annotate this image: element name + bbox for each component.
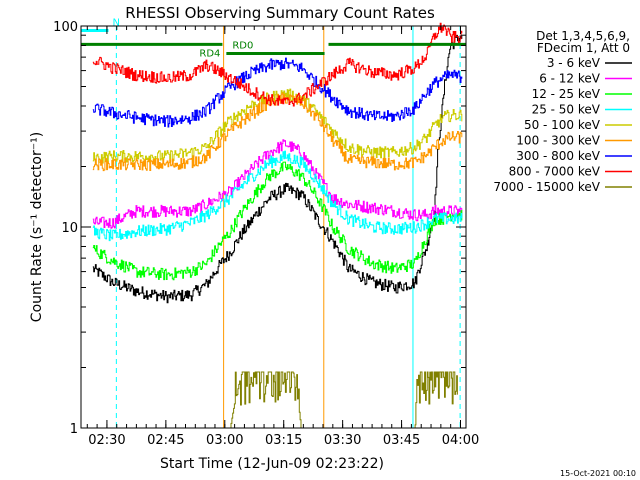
series-800-7000-kev [92, 22, 463, 107]
legend-label-100-300-kev: 100 - 300 keV [516, 134, 600, 148]
series-line-800-7000-kev [92, 22, 463, 107]
x-tick-label-03-00: 03:00 [206, 433, 243, 448]
x-tick-label-04-00: 04:00 [442, 433, 479, 448]
series-6-12-kev [92, 139, 463, 229]
series-3-6-kev [92, 34, 463, 304]
legend: Det 1,3,4,5,6,9, FDecim 1, Att 0 3 - 6 k… [493, 29, 632, 194]
series-25-50-kev [92, 150, 463, 242]
series-100-300-kev [92, 92, 463, 172]
legend-label-300-800-kev: 300 - 800 keV [516, 149, 600, 163]
footer-date: 15-Oct-2021 00:10 [560, 469, 636, 478]
series-300-800-kev [92, 57, 463, 128]
x-tick-label-03-15: 03:15 [265, 433, 302, 448]
state-bar-label: N [113, 17, 120, 28]
legend-label-12-25-kev: 12 - 25 keV [532, 87, 601, 101]
series-line-12-25-kev [92, 161, 463, 281]
state-bar-2: RD4 [81, 42, 223, 59]
y-axis: 1 10 100 [53, 20, 466, 437]
state-bar-label: RD0 [232, 40, 253, 51]
state-bar-label: RD4 [199, 48, 220, 59]
legend-header-line-1: Det 1,3,4,5,6,9, [536, 29, 630, 43]
legend-header-line-2: FDecim 1, Att 0 [537, 41, 630, 55]
series-line-3-6-kev [92, 34, 463, 304]
series-line-100-300-kev [92, 92, 463, 172]
state-bar-3: RD0 [226, 40, 325, 55]
legend-label-50-100-kev: 50 - 100 keV [524, 118, 601, 132]
series-line-6-12-kev [92, 139, 463, 229]
legend-label-6-12-kev: 6 - 12 keV [539, 72, 601, 86]
state-bar-1: N [81, 17, 120, 32]
x-tick-label-03-45: 03:45 [383, 433, 420, 448]
series-line-25-50-kev [92, 150, 463, 242]
legend-label-25-50-kev: 25 - 50 keV [532, 103, 601, 117]
legend-label-7000-15000-kev: 7000 - 15000 keV [493, 180, 600, 194]
series-12-25-kev [92, 161, 463, 281]
x-axis: 02:30 02:45 03:00 03:15 03:30 03:45 04:00 [86, 26, 479, 448]
y-tick-label-10: 10 [61, 221, 78, 236]
y-tick-label-1: 1 [70, 422, 78, 437]
chart-title: RHESSI Observing Summary Count Rates [125, 4, 435, 22]
x-tick-label-02-30: 02:30 [88, 433, 125, 448]
legend-label-3-6-kev: 3 - 6 keV [547, 56, 601, 70]
series-line-300-800-kev [92, 57, 463, 128]
x-axis-label: Start Time (12-Jun-09 02:23:22) [160, 456, 384, 472]
x-tick-label-02-45: 02:45 [147, 433, 184, 448]
legend-label-800-7000-kev: 800 - 7000 keV [509, 165, 601, 179]
y-tick-label-100: 100 [53, 20, 78, 35]
x-tick-label-03-30: 03:30 [324, 433, 361, 448]
y-axis-label: Count Rate (s⁻¹ detector⁻¹) [29, 132, 45, 322]
